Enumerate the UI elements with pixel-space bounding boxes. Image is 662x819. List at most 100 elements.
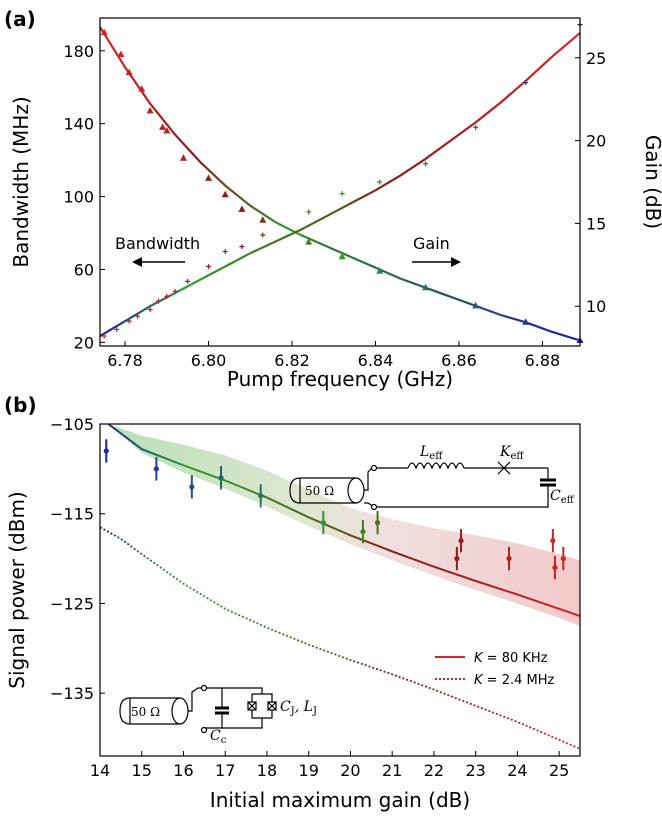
gain-point bbox=[172, 288, 178, 294]
measured-point bbox=[550, 538, 556, 544]
panel-a-xtick-label: 6.78 bbox=[107, 351, 143, 370]
gain-point bbox=[164, 293, 170, 299]
panel-b-xtick-label: 14 bbox=[90, 761, 110, 780]
bandwidth-point bbox=[146, 106, 154, 114]
bandwidth-point bbox=[138, 85, 146, 92]
measured-point bbox=[320, 520, 326, 526]
kerr-element bbox=[497, 461, 511, 475]
coax-body-top bbox=[289, 477, 301, 504]
wire-bottom bbox=[364, 485, 549, 508]
panel-a-ticks: 6.78 6.80 6.82 6.84 6.86 6.88 20 60 100 140 180 10 1… bbox=[63, 42, 606, 370]
circuit-top-kerr-label: Keff bbox=[499, 444, 524, 462]
terminal2-1 bbox=[200, 684, 208, 692]
bandwidth-point bbox=[472, 301, 480, 309]
wire-top-1 bbox=[364, 467, 408, 491]
bandwidth-point bbox=[205, 174, 213, 181]
gain-point bbox=[147, 307, 153, 313]
gain-annotation: Gain bbox=[413, 234, 450, 253]
panel-a-ytick-right-label: 20 bbox=[586, 132, 606, 151]
bandwidth-point bbox=[338, 252, 346, 260]
terminal2-2 bbox=[200, 726, 208, 734]
gain-point bbox=[377, 179, 383, 185]
gain-point bbox=[306, 209, 312, 215]
bandwidth-point bbox=[159, 123, 167, 130]
circuit-top-cap-label: Ceff bbox=[550, 488, 575, 506]
bandwidth-point bbox=[422, 283, 430, 291]
panel-a-xtick-label: 6.80 bbox=[191, 351, 227, 370]
gain-point bbox=[239, 244, 245, 250]
panel-a-ytick-label: 60 bbox=[74, 260, 94, 279]
coax2-end bbox=[171, 697, 189, 725]
panel-b-plot-layer bbox=[99, 423, 581, 750]
bandwidth-fit-line bbox=[99, 26, 581, 342]
bandwidth-point bbox=[100, 28, 108, 36]
measured-point bbox=[189, 484, 195, 490]
panel-a-ylabel-right: Gain (dB) bbox=[641, 135, 662, 229]
measured-point bbox=[218, 475, 224, 481]
panel-a-axes-frame bbox=[99, 17, 581, 347]
gain-point bbox=[185, 278, 191, 284]
wire2-bottom bbox=[206, 710, 273, 729]
panel-a-xtick-label: 6.86 bbox=[441, 351, 477, 370]
gain-point bbox=[206, 263, 212, 269]
gain-point bbox=[114, 326, 120, 332]
coax-end bbox=[347, 477, 365, 504]
bandwidth-point bbox=[376, 267, 384, 274]
measured-point bbox=[560, 555, 566, 562]
panel-b-ytick-label: −135 bbox=[50, 684, 94, 703]
bandwidth-point bbox=[125, 68, 133, 76]
measured-point bbox=[103, 448, 109, 454]
circuit-inset-top bbox=[289, 461, 556, 511]
panel-b-xtick-label: 23 bbox=[465, 761, 485, 780]
coax-body-bottom bbox=[119, 697, 131, 725]
bandwidth-point bbox=[221, 190, 229, 198]
circuit-bottom-coupling-label: Cc bbox=[210, 728, 227, 746]
panel-a-xtick-label: 6.82 bbox=[274, 351, 310, 370]
measured-point bbox=[454, 555, 460, 562]
panel-b-xtick-label: 19 bbox=[299, 761, 319, 780]
panel-b-xtick-label: 22 bbox=[424, 761, 444, 780]
panel-b-xtick-label: 17 bbox=[215, 761, 235, 780]
gain-point bbox=[473, 124, 479, 130]
bandwidth-arrow bbox=[132, 257, 185, 267]
junction-1-cross bbox=[247, 701, 257, 711]
panel-b-xtick-label: 25 bbox=[549, 761, 569, 780]
bandwidth-point bbox=[163, 126, 171, 134]
wire2-top bbox=[188, 687, 203, 712]
measured-point bbox=[153, 466, 159, 472]
circuit-top-inductor-label: Leff bbox=[419, 444, 443, 462]
panel-b-xtick-label: 15 bbox=[132, 761, 152, 780]
measured-point bbox=[258, 493, 264, 499]
junction-2-cross bbox=[267, 701, 277, 711]
panel-a-ytick-right-label: 25 bbox=[586, 49, 606, 68]
panel-b-xtick-label: 18 bbox=[257, 761, 277, 780]
bandwidth-point bbox=[259, 216, 267, 223]
bandwidth-point bbox=[179, 154, 187, 161]
inductor-coil bbox=[407, 462, 465, 470]
gain-point bbox=[135, 313, 141, 319]
gain-point bbox=[523, 80, 529, 86]
panel-a: (a) 6.78 6.80 6.82 6.84 6.86 6.88 20 60 100 140 18… bbox=[4, 7, 662, 391]
circuit-top-source-label: 50 Ω bbox=[305, 484, 334, 498]
bandwidth-point bbox=[522, 318, 530, 325]
panel-b-ytick-label: −105 bbox=[50, 415, 94, 434]
circuit-bottom-source-label: 50 Ω bbox=[131, 705, 160, 719]
panel-a-xlabel: Pump frequency (GHz) bbox=[227, 367, 453, 391]
panel-a-xtick-label: 6.84 bbox=[358, 351, 394, 370]
circuit-bottom-junction-label: CJ, LJ bbox=[280, 699, 317, 717]
terminal-2 bbox=[370, 503, 378, 511]
panel-b-legend: K = 80 KHz K = 2.4 MHz bbox=[435, 651, 554, 688]
gain-point bbox=[222, 249, 228, 255]
bandwidth-annotation: Bandwidth bbox=[115, 234, 200, 253]
panel-a-plot-layer bbox=[99, 22, 584, 344]
panel-b-xtick-label: 24 bbox=[507, 761, 527, 780]
bandwidth-point bbox=[117, 50, 125, 57]
measured-point bbox=[458, 538, 464, 544]
gain-point bbox=[423, 161, 429, 167]
terminal-1 bbox=[370, 464, 378, 472]
panel-b-xlabel: Initial maximum gain (dB) bbox=[210, 788, 470, 812]
gain-point bbox=[339, 191, 345, 197]
legend-entry-dotted: K = 2.4 MHz bbox=[474, 673, 554, 688]
panel-a-ytick-label: 100 bbox=[63, 188, 94, 207]
